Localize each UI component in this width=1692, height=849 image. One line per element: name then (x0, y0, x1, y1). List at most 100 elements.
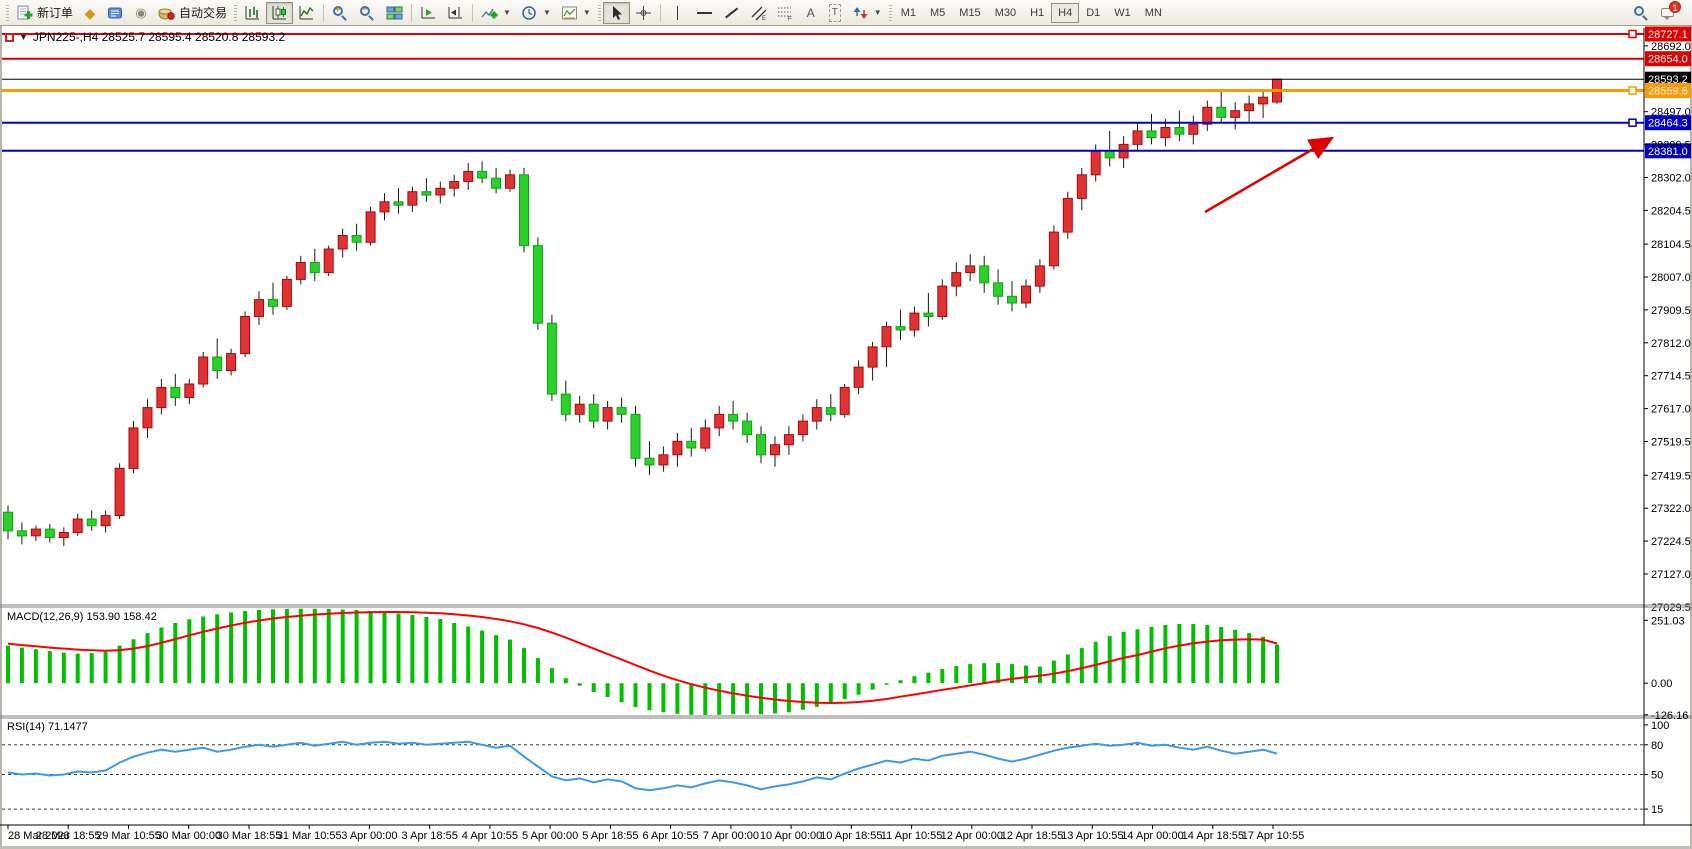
timeframe-h4-button[interactable]: H4 (1051, 2, 1080, 23)
candlestick-chart-icon (271, 5, 288, 21)
svg-text:3 Apr 18:55: 3 Apr 18:55 (402, 830, 458, 842)
svg-text:28104.5: 28104.5 (1651, 239, 1691, 251)
horizontal-line-icon (696, 5, 713, 21)
autotrading-icon (158, 5, 175, 21)
svg-text:11 Apr 10:55: 11 Apr 10:55 (881, 830, 943, 842)
timeframe-m1-button[interactable]: M1 (900, 6, 916, 19)
svg-text:0.00: 0.00 (1651, 678, 1672, 690)
autotrading-label: 自动交易 (179, 6, 228, 20)
toolbar: 新订单 ◆ ◉ 自动交易 + − (0, 0, 1692, 26)
indicators-icon (481, 5, 498, 21)
arrows-tool-button[interactable]: ▼ (847, 2, 887, 24)
toolbar-separator (323, 3, 325, 22)
timeframe-w1-button[interactable]: W1 (1114, 6, 1131, 19)
candlestick-chart-button[interactable] (266, 1, 294, 24)
cursor-icon (608, 5, 625, 21)
arrows-tool-icon (852, 5, 869, 21)
zoom-out-icon: − (359, 4, 376, 21)
chat-bubble-icon: 1 (1660, 0, 1681, 21)
chart-title[interactable]: ▼ JPN225-,H4 28525.7 28595.4 28520.8 285… (5, 30, 285, 44)
svg-text:28302.0: 28302.0 (1651, 173, 1691, 185)
trendline-button[interactable] (718, 2, 745, 24)
svg-text:3 Apr 00:00: 3 Apr 00:00 (341, 830, 397, 842)
profiles-button[interactable]: ◆ (78, 2, 102, 24)
svg-text:15: 15 (1651, 804, 1663, 816)
svg-text:-126.16: -126.16 (1651, 710, 1688, 722)
svg-text:30 Mar 00:00: 30 Mar 00:00 (156, 830, 221, 842)
svg-text:28692.0: 28692.0 (1651, 41, 1691, 53)
vertical-line-button[interactable] (664, 2, 691, 24)
svg-text:27812.0: 27812.0 (1651, 338, 1691, 350)
svg-text:28464.3: 28464.3 (1648, 118, 1688, 130)
timeframe-h1-button[interactable]: H1 (1030, 6, 1045, 19)
timeframe-m15-button[interactable]: M15 (959, 6, 981, 19)
zoom-out-button[interactable]: − (354, 2, 381, 24)
svg-text:28204.5: 28204.5 (1651, 205, 1691, 217)
dropdown-caret-icon: ▼ (503, 8, 511, 17)
svg-text:27519.5: 27519.5 (1651, 437, 1691, 449)
horizontal-line-button[interactable] (691, 2, 718, 24)
text-label-button[interactable]: T (823, 2, 847, 24)
tile-windows-button[interactable] (381, 2, 408, 24)
fibonacci-icon: F (777, 5, 794, 22)
svg-text:28 Mar 18:55: 28 Mar 18:55 (36, 830, 101, 842)
timeframe-m30-button[interactable]: M30 (994, 6, 1017, 19)
profiles-icon: ◆ (84, 4, 96, 21)
macd-label: MACD(12,26,9) 153.90 158.42 (7, 611, 157, 623)
broadcast-icon: ◉ (135, 4, 147, 20)
svg-text:27909.5: 27909.5 (1651, 305, 1691, 317)
autotrading-button[interactable]: 自动交易 (153, 2, 232, 24)
broadcast-button[interactable]: ◉ (129, 2, 153, 24)
timeframe-group: M1 M5 M15 M30 H1 H4 D1 W1 MN (894, 2, 1169, 23)
vertical-line-icon (669, 5, 686, 21)
toolbar-grip (597, 4, 601, 21)
notifications-button[interactable]: 1 (1655, 0, 1682, 24)
indicators-button[interactable]: ▼ (476, 2, 516, 24)
svg-text:14 Apr 00:00: 14 Apr 00:00 (1121, 830, 1183, 842)
equidistant-channel-icon: E (750, 5, 767, 22)
chart-shift-icon (447, 5, 464, 21)
svg-text:251.03: 251.03 (1651, 615, 1685, 627)
timeframe-m5-button[interactable]: M5 (930, 6, 946, 19)
svg-text:28381.0: 28381.0 (1648, 146, 1688, 158)
bar-chart-button[interactable] (239, 2, 266, 24)
templates-icon (561, 5, 578, 21)
cursor-button[interactable] (602, 1, 630, 24)
new-order-button[interactable]: 新订单 (11, 2, 78, 24)
toolbar-grip (234, 4, 238, 21)
text-label-icon: T (828, 3, 841, 22)
timeframe-d1-button[interactable]: D1 (1086, 6, 1101, 19)
equidistant-channel-button[interactable]: E (745, 2, 772, 24)
toolbar-separator (411, 3, 413, 22)
svg-text:14 Apr 18:55: 14 Apr 18:55 (1182, 830, 1244, 842)
auto-scroll-icon (420, 5, 437, 21)
timeframe-mn-button[interactable]: MN (1144, 6, 1162, 19)
line-chart-button[interactable] (293, 2, 320, 24)
dropdown-caret-icon: ▼ (873, 8, 882, 17)
svg-text:10 Apr 18:55: 10 Apr 18:55 (820, 830, 882, 842)
title-caret-icon[interactable]: ▼ (19, 32, 28, 42)
periods-button[interactable]: ▼ (516, 2, 556, 24)
chart-menu-icon[interactable] (5, 32, 14, 42)
templates-button[interactable]: ▼ (556, 2, 596, 24)
chart-shift-button[interactable] (442, 2, 469, 24)
zoom-in-button[interactable]: + (327, 2, 354, 24)
svg-text:27224.5: 27224.5 (1651, 536, 1691, 548)
fibonacci-button[interactable]: F (772, 2, 799, 24)
auto-scroll-button[interactable] (415, 2, 442, 24)
zoom-in-icon: + (332, 4, 349, 21)
text-tool-icon: A (806, 5, 815, 20)
new-order-icon (16, 5, 33, 21)
metaeditor-button[interactable] (102, 2, 129, 24)
svg-text:29 Mar 10:55: 29 Mar 10:55 (96, 830, 161, 842)
svg-text:5 Apr 00:00: 5 Apr 00:00 (522, 830, 578, 842)
crosshair-icon (635, 5, 652, 21)
metaeditor-icon (107, 5, 124, 21)
svg-text:27029.5: 27029.5 (1651, 602, 1691, 614)
text-tool-button[interactable]: A (799, 2, 823, 24)
crosshair-button[interactable] (630, 2, 657, 24)
search-button[interactable] (1628, 2, 1655, 24)
rsi-label: RSI(14) 71.1477 (7, 721, 88, 733)
svg-text:80: 80 (1651, 740, 1663, 752)
